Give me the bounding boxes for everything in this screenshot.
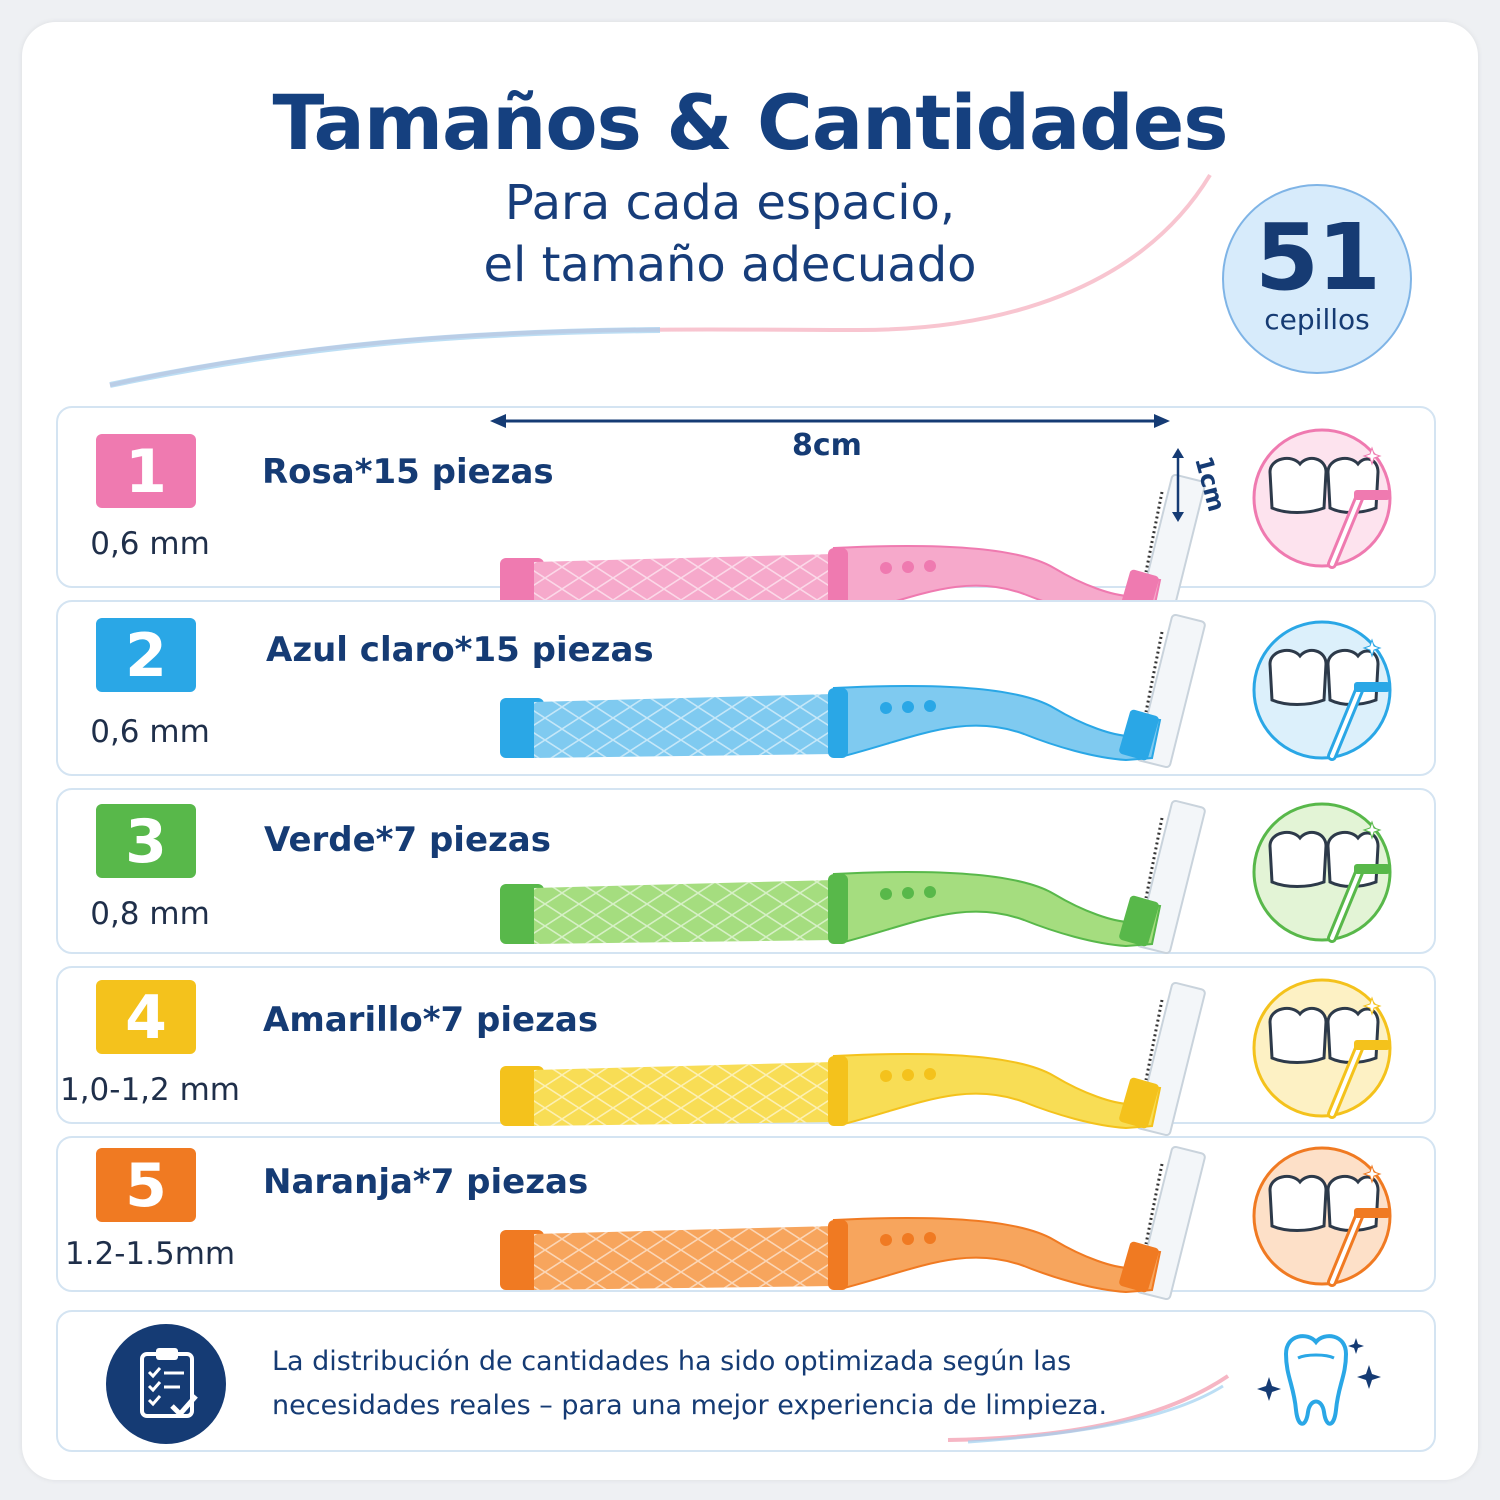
size-number-tile: 3	[96, 804, 196, 878]
size-row-3: 3 0,8 mm Verde*7 piezas	[56, 788, 1436, 955]
brush-name-label: Amarillo*7 piezas	[263, 1000, 599, 1040]
size-number-tile: 1	[96, 434, 196, 508]
subtitle-line-1: Para cada espacio,	[504, 175, 956, 231]
interdental-brush-icon	[494, 794, 1214, 968]
brush-name-label: Verde*7 piezas	[264, 820, 551, 860]
length-label: 8cm	[792, 428, 862, 463]
teeth-cleaning-icon	[1248, 424, 1396, 576]
sparkling-tooth-icon	[1246, 1324, 1386, 1446]
teeth-cleaning-icon	[1248, 1142, 1396, 1294]
count-badge-label: cepillos	[1264, 303, 1370, 336]
height-arrow	[1172, 448, 1184, 522]
footer-note-box: La distribución de cantidades ha sido op…	[56, 1310, 1436, 1452]
footer-note-line-1: La distribución de cantidades ha sido op…	[272, 1346, 1072, 1377]
size-number-tile: 5	[96, 1148, 196, 1222]
size-label: 0,6 mm	[90, 526, 210, 562]
size-label: 0,8 mm	[90, 896, 210, 932]
clipboard-check-icon	[106, 1324, 226, 1444]
size-row-2: 2 0,6 mm Azul claro*15 piezas	[56, 600, 1436, 776]
size-label: 1,0-1,2 mm	[59, 1072, 241, 1108]
teeth-cleaning-icon	[1248, 616, 1396, 768]
count-badge: 51 cepillos	[1222, 184, 1412, 374]
footer-note: La distribución de cantidades ha sido op…	[272, 1340, 1152, 1428]
size-label: 0,6 mm	[90, 714, 210, 750]
teeth-cleaning-icon	[1248, 798, 1396, 950]
teeth-cleaning-icon	[1248, 974, 1396, 1126]
brush-name-label: Azul claro*15 piezas	[266, 630, 654, 670]
interdental-brush-icon	[494, 1140, 1214, 1314]
brush-name-label: Naranja*7 piezas	[263, 1162, 589, 1202]
interdental-brush-icon	[494, 976, 1214, 1150]
size-row-4: 4 1,0-1,2 mm Amarillo*7 piezas	[56, 966, 1436, 1137]
footer-swoosh	[947, 1374, 1230, 1444]
interdental-brush-icon	[494, 608, 1214, 782]
decorative-swoosh	[109, 173, 1212, 388]
footer-note-line-2: necesidades reales – para una mejor expe…	[272, 1390, 1108, 1421]
size-number-tile: 2	[96, 618, 196, 692]
count-badge-number: 51	[1254, 204, 1381, 311]
size-label: 1.2-1.5mm	[64, 1236, 236, 1272]
size-number-tile: 4	[96, 980, 196, 1054]
page-title: Tamaños & Cantidades	[272, 78, 1229, 167]
brush-name-label: Rosa*15 piezas	[262, 452, 554, 492]
size-row-5: 5 1.2-1.5mm Naranja*7 piezas	[56, 1136, 1436, 1301]
page-subtitle: Para cada espacio, el tamaño adecuado	[330, 172, 1130, 296]
subtitle-line-2: el tamaño adecuado	[483, 237, 977, 293]
length-arrow	[490, 414, 1170, 428]
